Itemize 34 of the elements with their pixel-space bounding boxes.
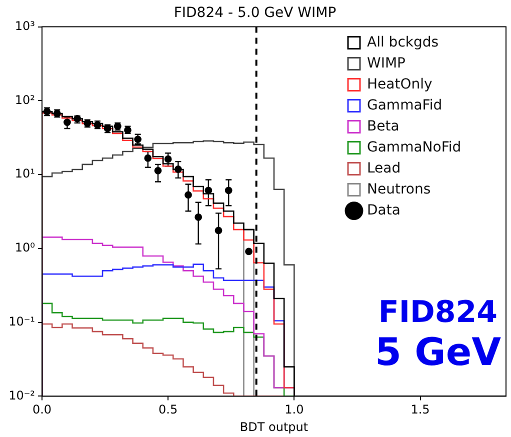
x-tick-label: 1.5	[410, 402, 430, 417]
annotation: 5 GeV	[374, 330, 501, 374]
legend-label: Beta	[367, 118, 400, 134]
x-axis-title: BDT output	[240, 420, 308, 434]
x-tick-label: 1.0	[284, 402, 304, 417]
point	[174, 166, 182, 173]
point	[204, 186, 212, 194]
y-tick-label: 10⁻²	[8, 388, 36, 402]
y-tick-label: 10⁻¹	[8, 314, 36, 328]
point	[194, 213, 202, 221]
point	[224, 186, 232, 194]
y-tick-label: 10⁰	[14, 240, 36, 255]
legend-label: Lead	[367, 160, 401, 176]
point	[184, 191, 192, 199]
legend-label: GammaNoFid	[367, 139, 462, 156]
legend-label: WIMP	[367, 55, 406, 72]
point	[164, 155, 172, 163]
point	[154, 166, 162, 174]
x-tick-label: 0.0	[32, 402, 52, 417]
chart-title: FID824 - 5.0 GeV WIMP	[174, 5, 336, 22]
y-tick-label: 10²	[14, 92, 36, 107]
point	[214, 226, 222, 234]
x-tick-label: 0.5	[158, 402, 178, 417]
legend-label: Neutrons	[367, 181, 431, 198]
annotation: FID824	[377, 295, 499, 330]
point	[64, 118, 71, 126]
y-tick-label: 10¹	[14, 166, 36, 181]
legend-label: HeatOnly	[367, 76, 432, 92]
legend-label: GammaFid	[367, 97, 442, 114]
point	[144, 154, 152, 162]
legend-label: Data	[367, 202, 400, 218]
point	[245, 248, 252, 256]
legend-label: All bckgds	[367, 34, 439, 50]
y-tick-label: 10³	[14, 18, 36, 33]
